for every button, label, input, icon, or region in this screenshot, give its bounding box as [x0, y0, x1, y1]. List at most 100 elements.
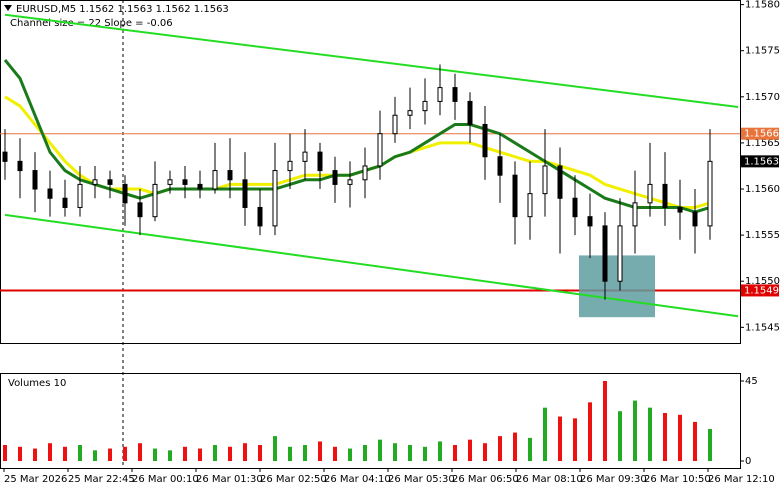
- candle-body: [617, 225, 623, 282]
- volume-bar: [198, 448, 202, 461]
- volume-bar: [138, 443, 142, 461]
- candle-body: [692, 211, 698, 227]
- candle-body: [482, 123, 488, 158]
- candle-body: [17, 160, 23, 172]
- volume-bar: [273, 436, 277, 461]
- level-label: 1.1566: [744, 129, 779, 140]
- volume-bar: [393, 443, 397, 461]
- volume-bar: [453, 445, 457, 461]
- candle-body: [287, 160, 293, 172]
- candle-body: [32, 170, 38, 190]
- volume-bar: [423, 446, 427, 461]
- channel-lower: [4, 213, 739, 318]
- candle-body: [242, 179, 248, 208]
- volume-bar: [693, 421, 697, 461]
- candle-body: [92, 179, 98, 185]
- candle-body: [152, 183, 158, 218]
- candle-body: [452, 87, 458, 102]
- chart-title: EURUSD,M5 1.1562 1.1563 1.1562 1.1563: [16, 4, 229, 15]
- x-tick-label: 26 Mar 01:30: [196, 474, 263, 485]
- volume-bar: [573, 418, 577, 461]
- volume-bar: [513, 432, 517, 461]
- volume-bar: [63, 446, 67, 461]
- x-tick-label: 26 Mar 02:50: [260, 474, 327, 485]
- volume-bar: [648, 407, 652, 461]
- candle-body: [47, 188, 53, 199]
- x-tick-label: 26 Mar 09:30: [580, 474, 647, 485]
- candle-body: [317, 151, 323, 172]
- highlight-box: [579, 255, 655, 318]
- last-price-box: [741, 155, 779, 168]
- volume-bar: [498, 436, 502, 461]
- candle-body: [227, 170, 233, 181]
- volume-bar: [543, 407, 547, 461]
- candle-body: [542, 165, 548, 195]
- x-tick-label: 26 Mar 12:10: [708, 474, 775, 485]
- candle-body: [437, 87, 443, 102]
- candle-body: [77, 183, 83, 208]
- chart-subtitle: Channel size = 22 Slope = -0.06: [10, 18, 173, 29]
- candle-body: [167, 179, 173, 185]
- volume-bar: [33, 448, 37, 461]
- candle-body: [62, 197, 68, 208]
- volume-bar: [183, 446, 187, 461]
- y-tick-label: 1.1580: [745, 0, 780, 11]
- y-tick-label: 1.1555: [745, 230, 780, 241]
- volume-bar: [663, 413, 667, 461]
- volume-bar: [558, 416, 562, 461]
- candle-body: [332, 170, 338, 185]
- volume-bar: [318, 441, 322, 461]
- candle-body: [632, 202, 638, 227]
- candle-body: [392, 114, 398, 135]
- candle-body: [647, 183, 653, 204]
- candle-body: [662, 183, 668, 208]
- candle-body: [257, 206, 263, 227]
- level-label-box: [741, 127, 779, 140]
- volume-bar: [258, 445, 262, 461]
- volume-bar: [333, 446, 337, 461]
- volume-bar: [228, 446, 232, 461]
- candle-body: [137, 202, 143, 218]
- volume-bar: [78, 445, 82, 461]
- candle-body: [182, 179, 188, 185]
- candle-body: [122, 183, 128, 204]
- volume-bar: [483, 443, 487, 461]
- volume-tick-label: 0: [745, 456, 751, 467]
- volume-bar: [348, 448, 352, 461]
- candle-body: [512, 174, 518, 218]
- volume-bar: [468, 439, 472, 461]
- y-tick-label: 1.1560: [745, 184, 780, 195]
- volume-bar: [123, 446, 127, 461]
- x-tick-label: 26 Mar 06:50: [452, 474, 519, 485]
- channel-upper: [4, 13, 739, 108]
- volume-bar: [18, 446, 22, 461]
- volume-bar: [618, 411, 622, 461]
- candle-body: [557, 165, 563, 199]
- volume-bar: [678, 414, 682, 461]
- volume-bar: [408, 445, 412, 461]
- candle-body: [347, 179, 353, 185]
- candle-body: [602, 225, 608, 282]
- candle-body: [422, 100, 428, 112]
- candle-body: [572, 197, 578, 218]
- menu-arrow: [4, 5, 12, 11]
- candle-body: [377, 133, 383, 167]
- y-tick-label: 1.1570: [745, 92, 780, 103]
- x-tick-label: 26 Mar 05:30: [388, 474, 455, 485]
- last-price-label: 1.1563: [744, 156, 779, 167]
- candle-body: [2, 151, 8, 162]
- level-label: 1.1549: [744, 285, 779, 296]
- candle-body: [527, 193, 533, 218]
- y-tick-label: 1.1550: [745, 276, 780, 287]
- x-tick-label: 26 Mar 00:10: [132, 474, 199, 485]
- volume-bar: [438, 441, 442, 461]
- volume-bar: [48, 443, 52, 461]
- volume-bar: [378, 439, 382, 461]
- x-tick-label: 26 Mar 04:10: [324, 474, 391, 485]
- volume-bar: [588, 402, 592, 461]
- volume-bar: [603, 381, 607, 461]
- volume-bar: [363, 445, 367, 461]
- candle-body: [677, 206, 683, 213]
- volume-tick-label: 45: [745, 376, 758, 387]
